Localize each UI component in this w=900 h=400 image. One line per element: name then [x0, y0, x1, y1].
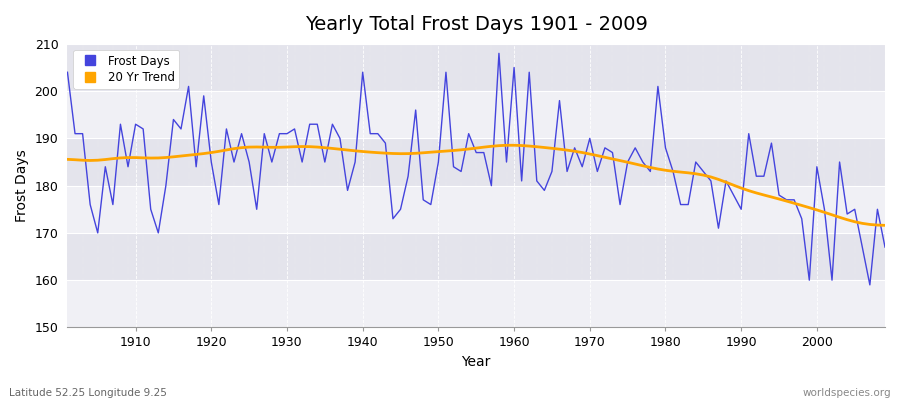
Bar	[68, 44, 885, 91]
Line: Frost Days: Frost Days	[68, 53, 885, 285]
Frost Days	[335, 136, 346, 141]
Frost Days	[517, 178, 527, 183]
20 Yr Trend	[62, 157, 73, 162]
Frost Days	[122, 164, 133, 169]
Frost Days	[879, 245, 890, 250]
20 Yr Trend	[122, 155, 133, 160]
Bar	[68, 138, 885, 186]
Frost Days	[608, 150, 618, 155]
20 Yr Trend	[879, 223, 890, 228]
Bar	[68, 280, 885, 328]
Frost Days	[289, 126, 300, 131]
X-axis label: Year: Year	[462, 355, 490, 369]
20 Yr Trend	[501, 143, 512, 148]
Bar	[68, 233, 885, 280]
20 Yr Trend	[289, 144, 300, 149]
Legend: Frost Days, 20 Yr Trend: Frost Days, 20 Yr Trend	[74, 50, 179, 89]
20 Yr Trend	[517, 143, 527, 148]
Text: worldspecies.org: worldspecies.org	[803, 388, 891, 398]
20 Yr Trend	[335, 147, 346, 152]
Line: 20 Yr Trend: 20 Yr Trend	[68, 145, 885, 225]
Text: Latitude 52.25 Longitude 9.25: Latitude 52.25 Longitude 9.25	[9, 388, 166, 398]
Frost Days	[62, 70, 73, 75]
Frost Days	[508, 65, 519, 70]
20 Yr Trend	[608, 156, 618, 161]
Bar	[68, 186, 885, 233]
Title: Yearly Total Frost Days 1901 - 2009: Yearly Total Frost Days 1901 - 2009	[305, 15, 648, 34]
Frost Days	[865, 282, 876, 287]
Y-axis label: Frost Days: Frost Days	[15, 149, 29, 222]
Bar	[68, 91, 885, 138]
Frost Days	[493, 51, 504, 56]
20 Yr Trend	[508, 143, 519, 148]
